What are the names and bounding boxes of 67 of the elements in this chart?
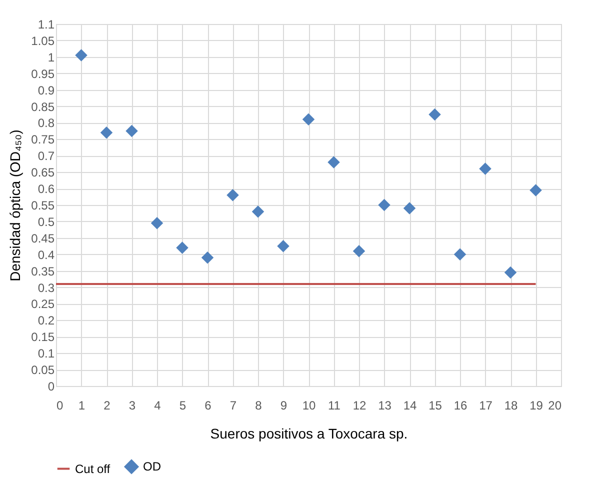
x-tick-label: 18 (504, 398, 518, 412)
point (302, 113, 315, 126)
point (226, 189, 239, 202)
y-tick-label: 0 (48, 380, 55, 394)
x-tick-label: 16 (454, 398, 468, 412)
point (150, 216, 164, 230)
point (403, 202, 416, 214)
point (378, 198, 390, 212)
x-tick-label: 9 (280, 398, 288, 412)
y-tick-label: 0.5 (38, 214, 55, 229)
y-tick-label: 0.25 (31, 297, 55, 312)
x-tick-label: 2 (104, 398, 111, 412)
point (277, 240, 290, 252)
x-axis-title: Sueros positivos a Toxocara sp. (210, 426, 408, 442)
y-tick-label: 0.95 (31, 66, 55, 81)
y-tick-label: 0.2 (38, 314, 55, 328)
x-tick-label: 20 (548, 398, 562, 412)
x-tick-label: 15 (428, 398, 442, 412)
y-tick-label: 0.85 (31, 100, 55, 114)
y-tick-label: 0.4 (38, 248, 55, 262)
x-tick-label: 7 (230, 398, 237, 412)
y-tick-label: 0.45 (31, 231, 55, 246)
y-tick-label: 0.75 (31, 132, 55, 147)
y-tick-label: 0.1 (38, 346, 55, 361)
y-tick-label: 1.1 (38, 18, 55, 32)
y-tick-label: 0.9 (38, 83, 55, 98)
y-tick-label: 1.05 (31, 34, 55, 48)
x-tick-label: 6 (204, 398, 212, 412)
point (100, 126, 113, 139)
point (126, 124, 138, 138)
x-tick-label: 14 (403, 398, 417, 412)
x-tick-label: 19 (530, 398, 544, 412)
legend-label: OD (143, 460, 162, 474)
y-axis-title: Densidad óptica (OD₄₅₀) (7, 130, 24, 282)
point (352, 244, 366, 258)
y-tick-label: 0.6 (38, 182, 55, 196)
y-tick-label: 0.3 (38, 280, 55, 295)
x-tick-label: 3 (128, 398, 136, 412)
y-tick-label: 0.8 (38, 116, 55, 130)
x-tick-label: 5 (179, 398, 186, 412)
x-tick-label: 4 (154, 398, 162, 412)
point (504, 266, 517, 279)
x-tick-label: 12 (352, 398, 366, 412)
y-tick-label: 0.35 (31, 264, 55, 278)
y-tick-label: 0.05 (31, 363, 55, 378)
point (530, 184, 542, 196)
y-tick-label: 0.65 (31, 166, 55, 180)
y-tick-label: 0.15 (31, 330, 55, 344)
x-tick-label: 17 (479, 398, 493, 412)
y-tick-label: 0.55 (31, 198, 55, 212)
x-tick-label: 13 (378, 398, 392, 412)
x-tick-label: 8 (255, 398, 262, 412)
x-tick-label: 11 (328, 398, 341, 412)
point (75, 49, 88, 62)
point (479, 162, 492, 175)
point (176, 242, 188, 254)
x-tick-label: 10 (302, 398, 316, 412)
x-tick-label: 0 (56, 398, 64, 412)
point (328, 156, 340, 168)
y-tick-label: 1 (48, 50, 55, 64)
legend-label: Cut off (75, 462, 111, 476)
point (428, 108, 441, 121)
point (252, 205, 264, 218)
point (454, 248, 466, 260)
point (201, 252, 214, 264)
x-tick-label: 1 (78, 398, 86, 412)
y-tick-label: 0.7 (38, 149, 55, 164)
